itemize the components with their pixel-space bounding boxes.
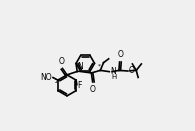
Text: F: F	[77, 81, 82, 90]
Text: N: N	[110, 67, 116, 76]
Text: O: O	[58, 57, 64, 66]
Text: O: O	[90, 85, 96, 94]
Text: O: O	[118, 50, 123, 59]
Text: O: O	[128, 66, 134, 75]
Text: 2: 2	[55, 80, 58, 84]
Text: N: N	[77, 62, 83, 71]
Text: H: H	[112, 74, 117, 80]
Text: *: *	[98, 64, 101, 69]
Text: NO: NO	[41, 73, 52, 82]
